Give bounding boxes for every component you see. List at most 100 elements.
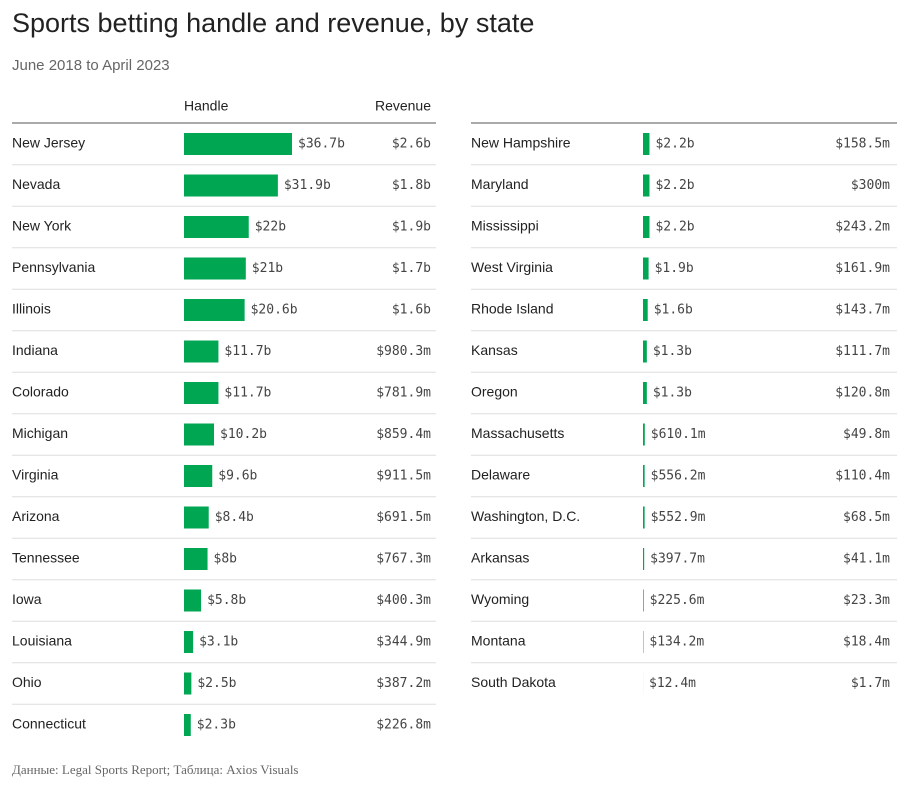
value-label: $225.6m [650,593,705,608]
bar [643,507,645,529]
state-label: Montana [471,633,526,649]
revenue-label: $980.3m [376,344,431,359]
value-label: $21b [252,261,283,276]
revenue-label: $68.5m [843,510,890,525]
state-label: Connecticut [12,716,86,732]
revenue-label: $111.7m [835,344,890,359]
value-label: $2.5b [197,676,236,691]
state-label: Pennsylvania [12,259,95,275]
revenue-label: $2.6b [392,137,431,152]
revenue-label: $911.5m [376,469,431,484]
value-label: $20.6b [251,303,298,318]
bar [643,258,649,280]
value-label: $552.9m [651,510,706,525]
revenue-label: $1.6b [392,303,431,318]
bar [184,216,249,238]
revenue-label: $767.3m [376,552,431,567]
value-label: $397.7m [650,552,705,567]
revenue-label: $120.8m [835,386,890,401]
revenue-label: $23.3m [843,593,890,608]
revenue-label: $41.1m [843,552,890,567]
value-label: $10.2b [220,427,267,442]
bar [643,590,644,612]
value-label: $11.7b [224,344,271,359]
value-label: $8b [214,552,238,567]
value-label: $556.2m [651,469,706,484]
revenue-label: $344.9m [376,635,431,650]
bar [184,548,208,570]
revenue-label: $243.2m [835,220,890,235]
value-label: $2.2b [655,220,694,235]
value-label: $1.6b [654,303,693,318]
bar [643,133,649,155]
state-label: South Dakota [471,674,556,690]
value-label: $1.3b [653,386,692,401]
value-label: $610.1m [651,427,706,442]
state-label: Illinois [12,301,51,317]
revenue-label: $1.7m [851,676,890,691]
bar [184,382,218,404]
revenue-label: $387.2m [376,676,431,691]
revenue-label: $49.8m [843,427,890,442]
revenue-label: $110.4m [835,469,890,484]
bar [184,258,246,280]
revenue-label: $18.4m [843,635,890,650]
state-label: Arizona [12,508,60,524]
state-label: New Jersey [12,135,85,151]
bar [184,673,191,695]
state-label: Delaware [471,467,530,483]
bar [184,424,214,446]
bar [643,175,649,197]
bar [184,631,193,653]
bar [643,465,645,487]
state-label: Arkansas [471,550,529,566]
value-label: $11.7b [224,386,271,401]
state-label: Louisiana [12,633,72,649]
revenue-label: $859.4m [376,427,431,442]
bar [643,216,649,238]
revenue-label: $158.5m [835,137,890,152]
state-label: Michigan [12,425,68,441]
bar [643,424,645,446]
state-label: New York [12,218,72,234]
state-label: Indiana [12,342,58,358]
state-label: Washington, D.C. [471,508,580,524]
bar [184,341,218,363]
bar [643,548,644,570]
state-label: Kansas [471,342,518,358]
state-label: Ohio [12,674,42,690]
value-label: $1.9b [655,261,694,276]
state-label: Maryland [471,176,529,192]
revenue-label: $400.3m [376,593,431,608]
value-label: $2.2b [655,137,694,152]
bar [643,382,647,404]
value-label: $2.2b [655,178,694,193]
state-label: Iowa [12,591,42,607]
value-label: $31.9b [284,178,331,193]
value-label: $5.8b [207,593,246,608]
column-header: Handle [184,98,229,114]
bar [643,341,647,363]
bar [643,299,648,321]
state-label: Oregon [471,384,518,400]
revenue-label: $143.7m [835,303,890,318]
value-label: $9.6b [218,469,257,484]
state-label: New Hampshire [471,135,571,151]
revenue-label: $781.9m [376,386,431,401]
bar [184,465,212,487]
bar [184,299,245,321]
state-label: Massachusetts [471,425,564,441]
value-label: $12.4m [649,676,696,691]
state-label: West Virginia [471,259,553,275]
revenue-label: $691.5m [376,510,431,525]
revenue-label: $1.8b [392,178,431,193]
state-label: Virginia [12,467,59,483]
revenue-label: $1.7b [392,261,431,276]
chart-title: Sports betting handle and revenue, by st… [12,8,534,38]
bar [184,133,292,155]
bar [184,714,191,736]
bar [184,175,278,197]
state-label: Colorado [12,384,69,400]
value-label: $2.3b [197,718,236,733]
